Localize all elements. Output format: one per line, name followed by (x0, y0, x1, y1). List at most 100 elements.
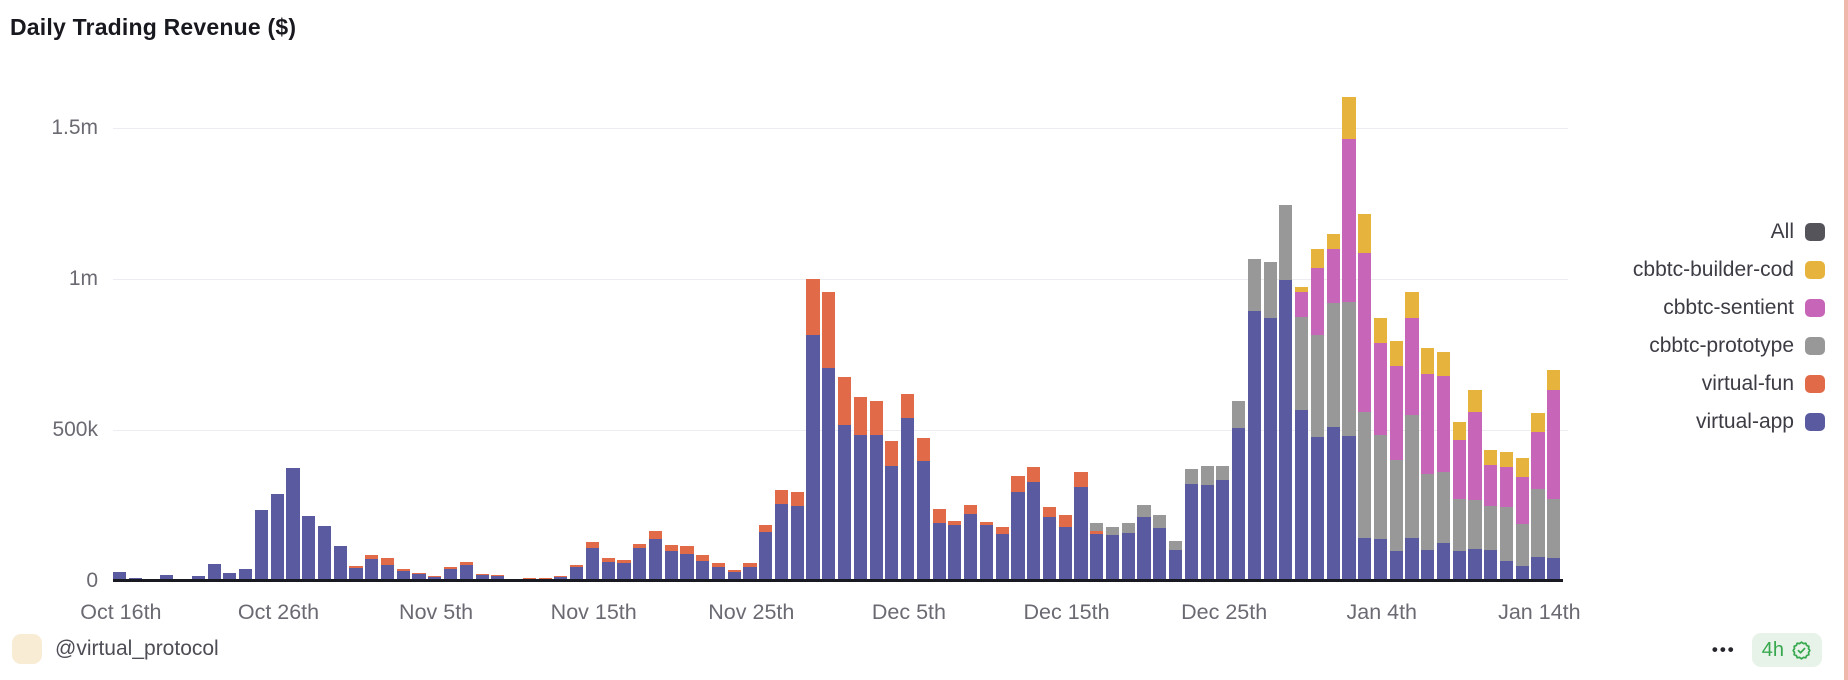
legend-item-cbbtc-builder-cod[interactable]: cbbtc-builder-cod (1633, 251, 1825, 289)
bar-nov-20[interactable] (664, 544, 678, 581)
bar-dec-13[interactable] (1027, 467, 1041, 581)
bar-oct-24[interactable] (239, 568, 253, 581)
legend-item-cbbtc-sentient[interactable]: cbbtc-sentient (1633, 289, 1825, 327)
bar-nov-14[interactable] (570, 564, 584, 581)
bar-jan-14[interactable] (1531, 413, 1545, 581)
bar-dec-10[interactable] (979, 521, 993, 581)
bar-nov-3[interactable] (396, 568, 410, 581)
bar-nov-26[interactable] (759, 524, 773, 581)
bar-nov-25[interactable] (743, 562, 757, 581)
bar-nov-28[interactable] (790, 491, 804, 581)
bar-dec-29[interactable] (1279, 205, 1293, 581)
bar-jan-13[interactable] (1515, 458, 1529, 581)
bar-dec-22[interactable] (1168, 541, 1183, 581)
freshness-badge[interactable]: 4h (1751, 633, 1822, 667)
bar-nov-15[interactable] (585, 542, 599, 581)
bar-nov-5[interactable] (428, 576, 442, 581)
bar-dec-23[interactable] (1184, 468, 1198, 581)
legend-item-cbbtc-prototype[interactable]: cbbtc-prototype (1633, 327, 1825, 365)
bar-nov-6[interactable] (443, 566, 458, 581)
bar-nov-21[interactable] (680, 546, 694, 581)
bar-nov-2[interactable] (380, 558, 395, 581)
bar-dec-7[interactable] (932, 509, 946, 581)
bar-oct-25[interactable] (254, 509, 268, 581)
bar-jan-7[interactable] (1421, 347, 1435, 581)
bar-nov-30[interactable] (822, 292, 836, 581)
bar-dec-17[interactable] (1090, 523, 1104, 581)
bar-dec-14[interactable] (1042, 506, 1057, 581)
bar-jan-1[interactable] (1326, 234, 1340, 581)
bar-dec-27[interactable] (1247, 259, 1261, 581)
segment-virtual-app (1011, 492, 1025, 581)
bar-jan-9[interactable] (1452, 421, 1466, 581)
bar-nov-8[interactable] (475, 573, 489, 581)
bar-dec-6[interactable] (916, 438, 930, 581)
bar-nov-9[interactable] (491, 575, 505, 581)
bar-jan-11[interactable] (1484, 450, 1498, 581)
bar-dec-30[interactable] (1295, 286, 1309, 581)
bar-dec-24[interactable] (1200, 465, 1214, 581)
bar-dec-19[interactable] (1121, 523, 1135, 581)
x-axis-baseline (113, 579, 1563, 582)
bar-oct-27[interactable] (286, 467, 300, 581)
bar-nov-4[interactable] (412, 572, 426, 581)
bar-nov-22[interactable] (696, 554, 710, 581)
bar-nov-27[interactable] (774, 490, 789, 581)
bar-dec-11[interactable] (995, 526, 1009, 581)
bar-nov-24[interactable] (727, 569, 741, 581)
bar-oct-19[interactable] (160, 574, 174, 581)
bar-oct-21[interactable] (191, 576, 205, 581)
bar-dec-9[interactable] (964, 505, 978, 581)
bar-jan-6[interactable] (1405, 292, 1419, 581)
bar-dec-28[interactable] (1263, 262, 1277, 581)
overflow-menu-button[interactable]: ••• (1711, 640, 1736, 659)
bar-jan-4[interactable] (1373, 318, 1388, 581)
bar-jan-10[interactable] (1468, 389, 1482, 581)
bar-dec-25[interactable] (1216, 465, 1230, 581)
bar-jan-12[interactable] (1499, 451, 1514, 581)
bar-nov-19[interactable] (648, 531, 663, 581)
bar-dec-16[interactable] (1074, 472, 1088, 581)
bar-oct-31[interactable] (349, 565, 363, 581)
bar-jan-3[interactable] (1358, 213, 1372, 581)
bar-nov-23[interactable] (711, 562, 726, 581)
bar-dec-4[interactable] (885, 441, 899, 581)
bar-dec-5[interactable] (901, 393, 915, 581)
bar-nov-1[interactable] (365, 555, 379, 581)
bar-oct-23[interactable] (223, 572, 237, 581)
bar-dec-20[interactable] (1137, 505, 1151, 581)
bar-dec-18[interactable] (1105, 526, 1120, 581)
bar-nov-17[interactable] (617, 559, 631, 581)
legend-item-all[interactable]: All (1633, 213, 1825, 251)
bar-dec-12[interactable] (1011, 475, 1025, 581)
bar-oct-22[interactable] (207, 564, 221, 581)
bar-jan-5[interactable] (1389, 341, 1403, 581)
bar-dec-15[interactable] (1058, 515, 1072, 581)
bar-dec-8[interactable] (948, 520, 962, 581)
bar-jan-2[interactable] (1342, 96, 1356, 581)
bar-oct-30[interactable] (333, 545, 347, 581)
legend-item-virtual-app[interactable]: virtual-app (1633, 403, 1825, 441)
bar-jan-15[interactable] (1547, 369, 1561, 581)
bar-dec-3[interactable] (869, 400, 883, 581)
bar-nov-7[interactable] (459, 561, 473, 581)
bar-dec-26[interactable] (1232, 401, 1246, 581)
y-tick-label: 1.5m (51, 116, 98, 139)
legend-item-virtual-fun[interactable]: virtual-fun (1633, 365, 1825, 403)
bar-nov-18[interactable] (633, 543, 647, 581)
segment-cbbtc-builder-cod (1547, 369, 1561, 391)
bar-nov-16[interactable] (601, 558, 615, 581)
bar-dec-1[interactable] (838, 377, 852, 581)
bar-oct-29[interactable] (317, 526, 332, 581)
segment-virtual-app (869, 434, 883, 581)
bar-oct-26[interactable] (270, 493, 284, 581)
bar-dec-21[interactable] (1153, 515, 1167, 581)
bar-dec-31[interactable] (1310, 248, 1324, 581)
bar-dec-2[interactable] (853, 397, 867, 581)
segment-cbbtc-prototype (1452, 498, 1466, 551)
bar-nov-13[interactable] (554, 576, 568, 581)
bar-oct-28[interactable] (302, 516, 316, 581)
bar-oct-16[interactable] (113, 572, 127, 581)
bar-jan-8[interactable] (1436, 351, 1451, 581)
bar-nov-29[interactable] (806, 279, 820, 581)
